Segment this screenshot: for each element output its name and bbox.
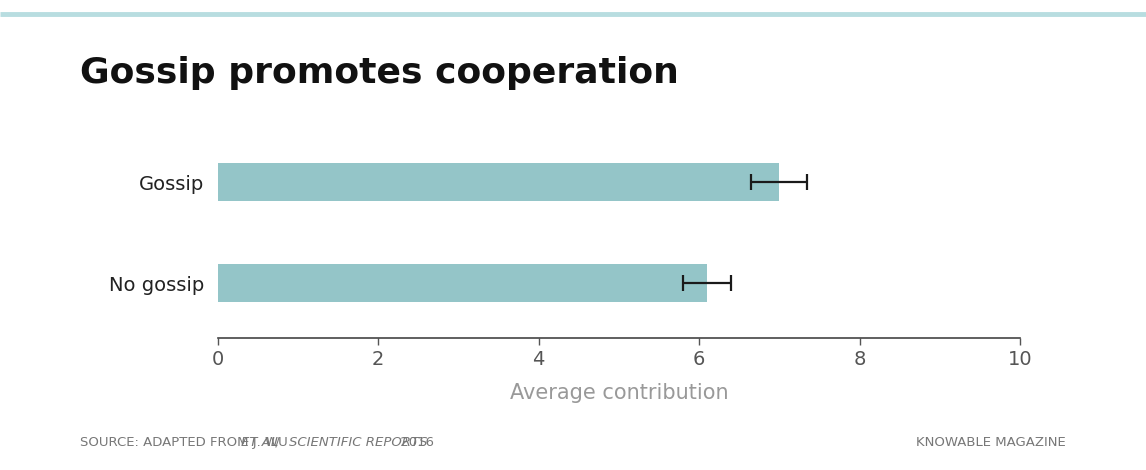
Bar: [218, 163, 779, 202]
Text: 2016: 2016: [397, 436, 434, 449]
Text: /: /: [270, 436, 284, 449]
Text: Gossip promotes cooperation: Gossip promotes cooperation: [80, 56, 680, 90]
Text: ET AL: ET AL: [241, 436, 278, 449]
X-axis label: Average contribution: Average contribution: [510, 383, 728, 403]
Text: SCIENTIFIC REPORTS: SCIENTIFIC REPORTS: [289, 436, 427, 449]
Text: KNOWABLE MAGAZINE: KNOWABLE MAGAZINE: [916, 436, 1066, 449]
Bar: [218, 264, 707, 302]
Text: SOURCE: ADAPTED FROM J. WU: SOURCE: ADAPTED FROM J. WU: [80, 436, 292, 449]
